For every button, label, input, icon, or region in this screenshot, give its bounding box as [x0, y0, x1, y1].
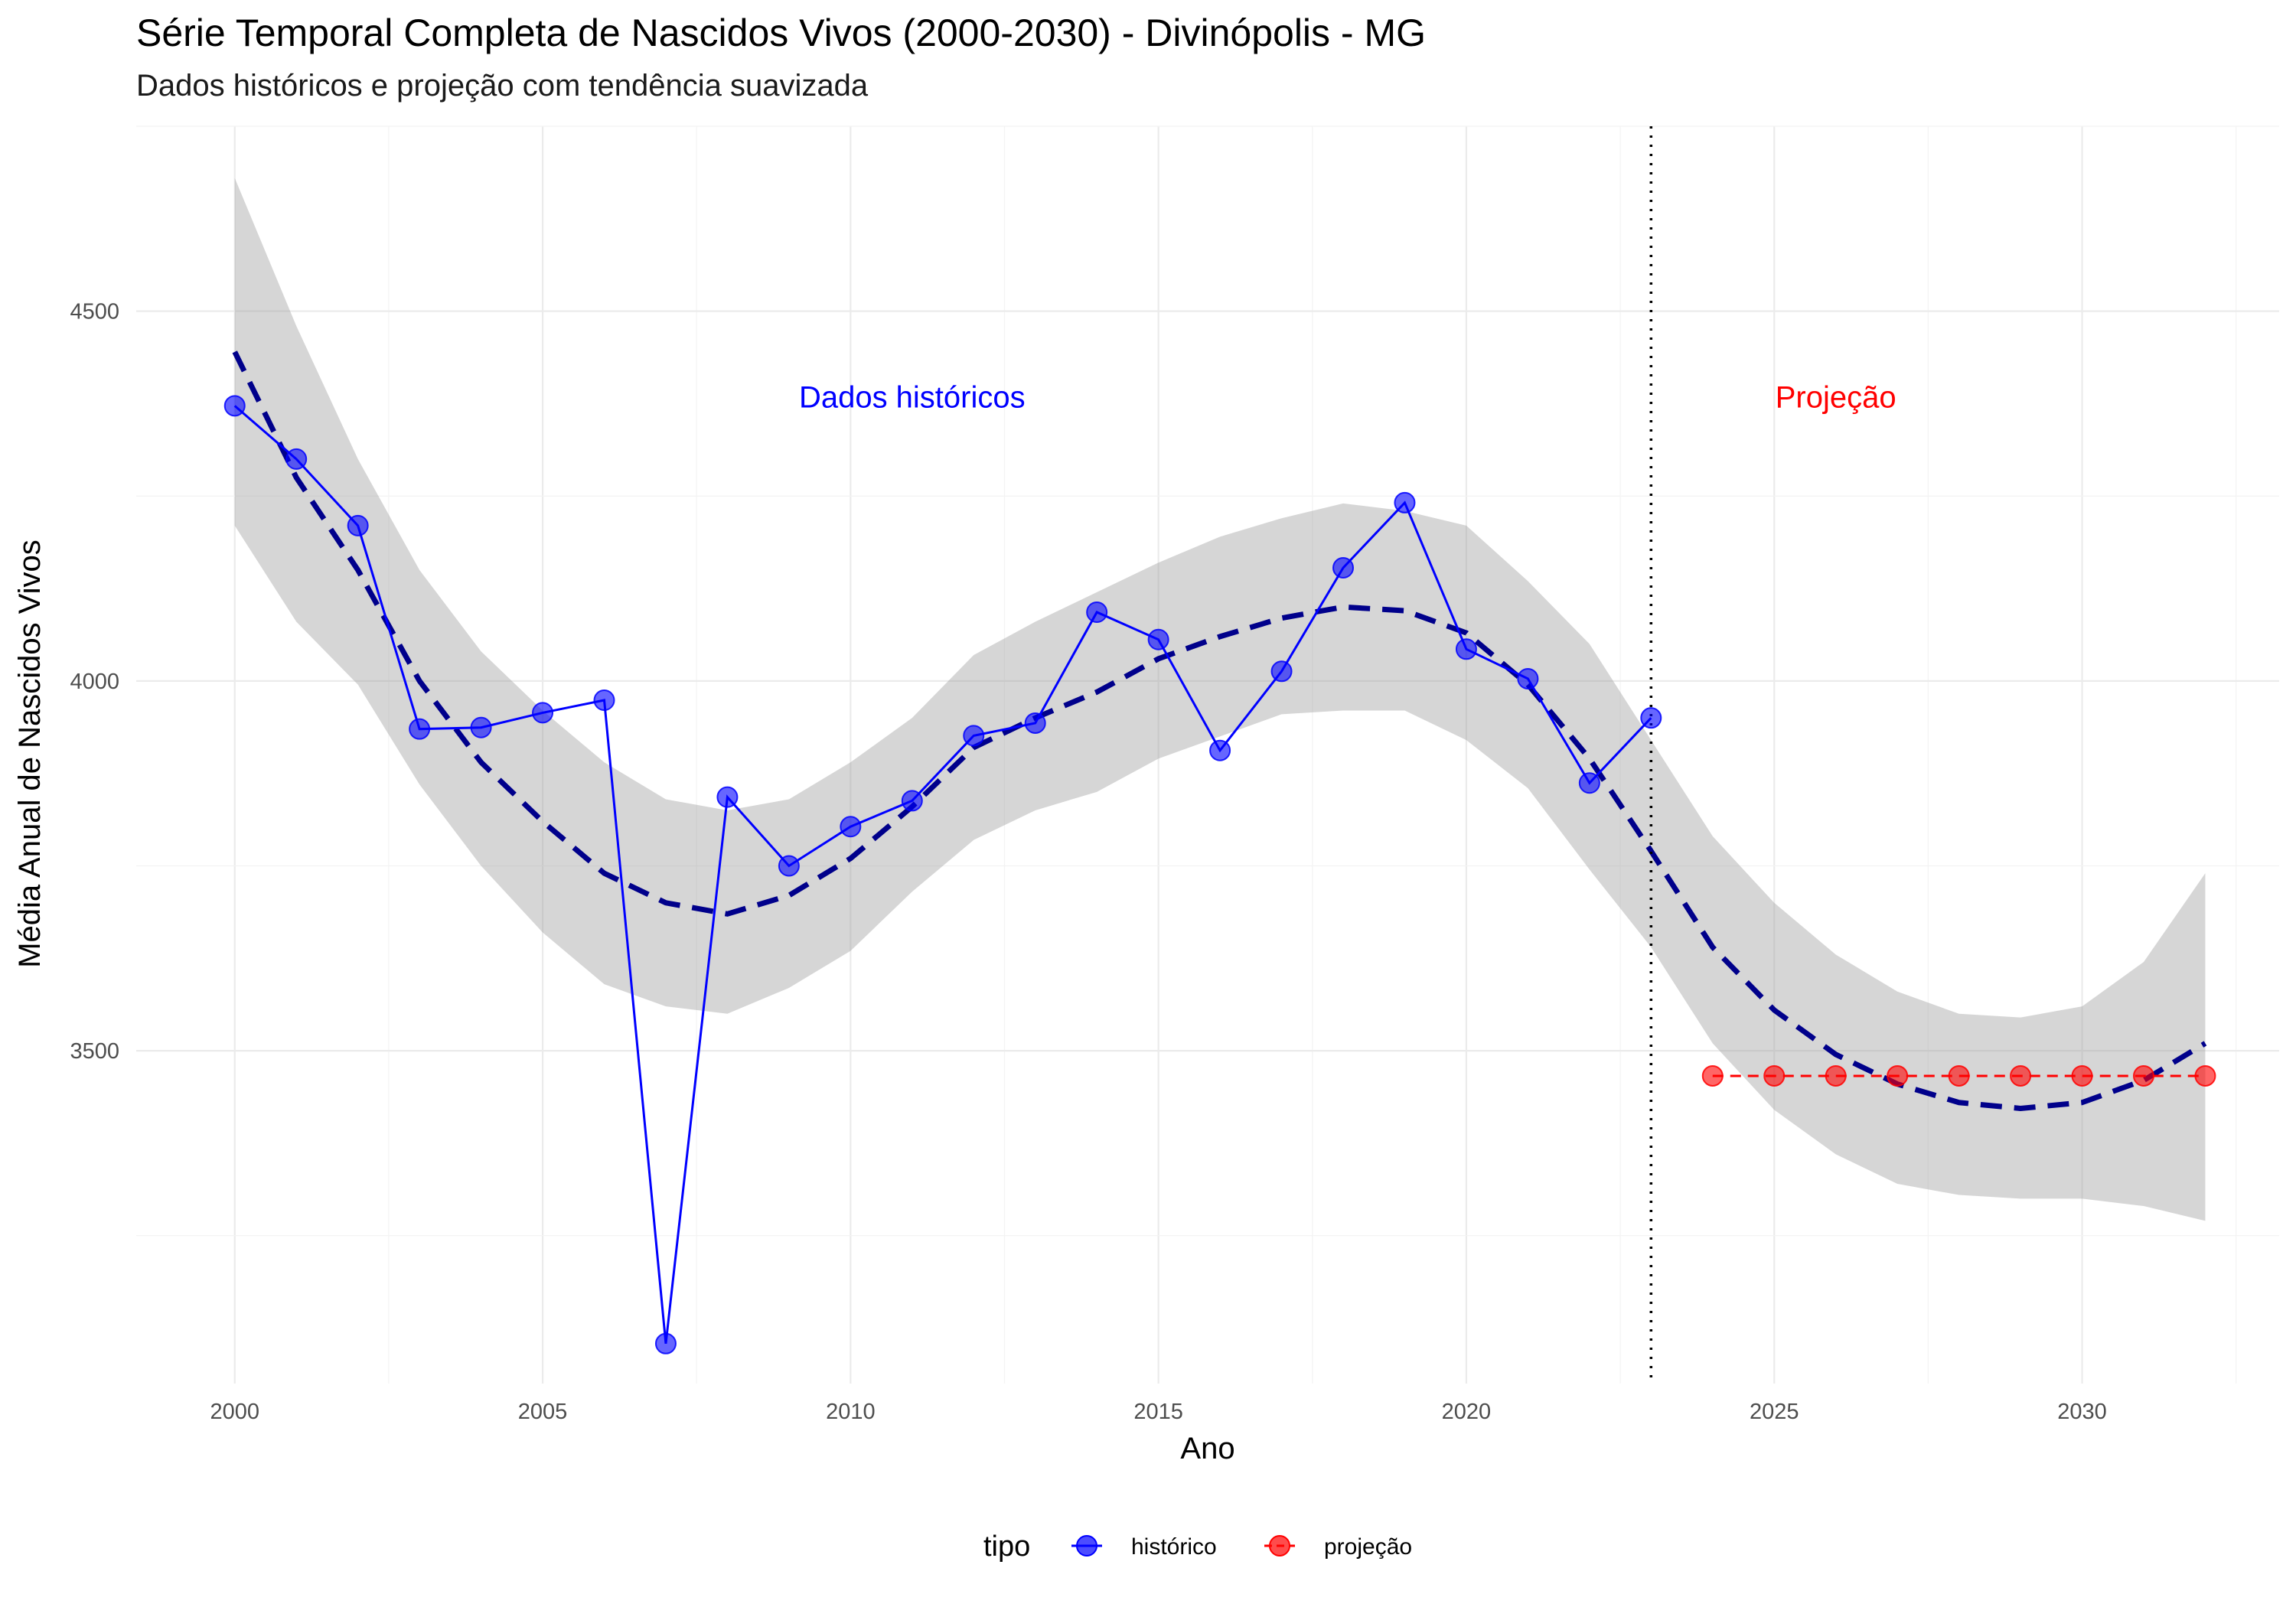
legend-label-historico: histórico	[1131, 1534, 1217, 1560]
x-tick-label: 2020	[1442, 1400, 1492, 1424]
confidence-band-area	[234, 178, 2206, 1221]
data-point-historico	[1517, 667, 1539, 689]
data-point-historico	[1209, 739, 1231, 761]
data-point-historico	[285, 448, 308, 470]
data-point-historico	[1147, 628, 1169, 650]
data-point-historico	[654, 1332, 677, 1354]
data-point-historico	[593, 689, 615, 711]
data-point-projecao	[2132, 1064, 2154, 1087]
data-point-historico	[1332, 556, 1355, 579]
y-tick-label: 3500	[70, 1039, 119, 1064]
y-tick-label: 4000	[70, 670, 119, 694]
data-point-historico	[223, 395, 246, 417]
data-point-projecao	[1887, 1064, 1909, 1087]
x-tick-label: 2015	[1133, 1400, 1183, 1424]
data-point-projecao	[2194, 1064, 2216, 1087]
data-point-historico	[1640, 707, 1662, 729]
data-point-projecao	[2071, 1064, 2093, 1087]
confidence-band	[234, 178, 2206, 1221]
data-point-projecao	[1763, 1064, 1786, 1087]
data-point-projecao	[1825, 1064, 1847, 1087]
data-point-projecao	[1701, 1064, 1724, 1087]
smoothed-trend	[232, 350, 2207, 1111]
legend-title: tipo	[983, 1530, 1030, 1563]
data-point-historico	[1455, 638, 1477, 660]
data-point-historico	[409, 718, 431, 740]
legend-label-projecao: projeção	[1324, 1534, 1412, 1560]
x-tick-label: 2010	[826, 1400, 876, 1424]
data-point-historico	[1024, 712, 1046, 734]
data-point-projecao	[2010, 1064, 2032, 1087]
data-point-historico	[1578, 772, 1600, 794]
series	[223, 395, 2216, 1354]
data-point-historico	[1270, 660, 1293, 683]
annotation-projection: Projeção	[1776, 380, 1896, 414]
x-tick-label: 2025	[1750, 1400, 1799, 1424]
data-point-historico	[963, 725, 985, 747]
data-point-historico	[1394, 491, 1416, 513]
data-point-historico	[716, 786, 739, 808]
annotation-historical: Dados históricos	[799, 380, 1026, 414]
x-axis-ticks: 2000 2005 2010 2015 2020 2025 2030	[210, 1400, 2106, 1424]
data-point-historico	[532, 702, 554, 724]
y-tick-label: 4500	[70, 300, 119, 324]
data-point-historico	[1086, 601, 1108, 623]
chart-title: Série Temporal Completa de Nascidos Vivo…	[136, 11, 1427, 54]
grid	[136, 125, 2279, 1384]
x-tick-label: 2030	[2057, 1400, 2107, 1424]
x-tick-label: 2000	[210, 1400, 259, 1424]
data-point-historico	[901, 790, 923, 812]
x-tick-label: 2005	[518, 1400, 568, 1424]
data-point-historico	[470, 716, 492, 738]
data-point-historico	[778, 855, 800, 877]
x-axis-title: Ano	[1180, 1432, 1234, 1465]
data-point-historico	[347, 514, 369, 536]
legend-key-historico	[1071, 1535, 1102, 1556]
annotations: Dados históricos Projeção	[799, 380, 1896, 414]
legend: tipo histórico projeção	[983, 1530, 1412, 1563]
chart-subtitle: Dados históricos e projeção com tendênci…	[136, 69, 869, 103]
y-axis-ticks: 3500 4000 4500	[70, 300, 119, 1064]
y-axis-title: Média Anual de Nascidos Vivos	[13, 539, 47, 968]
data-point-historico	[840, 816, 862, 838]
data-point-projecao	[1948, 1064, 1970, 1087]
legend-key-projecao	[1264, 1535, 1295, 1556]
trend-line	[232, 350, 2207, 1111]
